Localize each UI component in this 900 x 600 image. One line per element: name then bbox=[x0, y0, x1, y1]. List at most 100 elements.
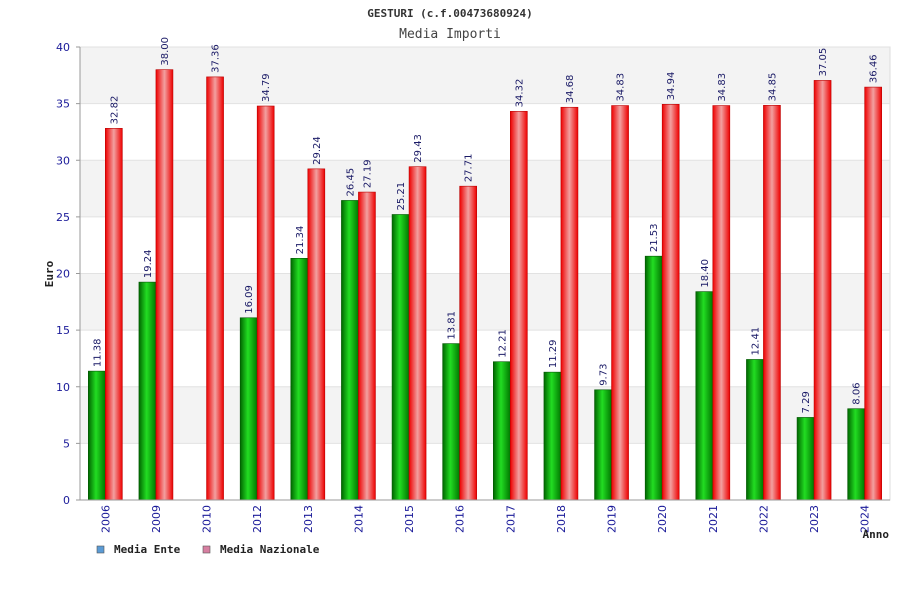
bar-media-nazionale bbox=[408, 166, 427, 501]
bar-media-ente bbox=[290, 258, 309, 501]
bar-media-nazionale bbox=[763, 105, 781, 501]
data-labels: 11.38 32.82 19.24 38.00 37.36 16.09 34.79 21.34… bbox=[92, 37, 879, 413]
x-tick-label: 2019 bbox=[606, 505, 619, 533]
bar-media-ente bbox=[341, 200, 359, 501]
y-tick-label: 20 bbox=[56, 268, 70, 281]
bar-media-nazionale bbox=[105, 128, 123, 501]
data-label: 34.85 bbox=[767, 73, 778, 102]
bar-media-nazionale bbox=[510, 111, 528, 501]
bar-media-nazionale bbox=[459, 185, 477, 501]
x-tick-label: 2009 bbox=[150, 505, 163, 533]
data-label: 34.32 bbox=[514, 79, 525, 108]
x-axis-label: Anno bbox=[863, 528, 890, 541]
legend-label: Media Nazionale bbox=[220, 543, 320, 556]
data-label: 34.83 bbox=[717, 73, 728, 102]
legend-swatch bbox=[202, 545, 211, 554]
data-label: 12.41 bbox=[750, 327, 761, 356]
y-axis-label: Euro bbox=[43, 260, 56, 287]
x-tick-label: 2018 bbox=[555, 505, 568, 533]
data-label: 34.68 bbox=[565, 75, 576, 104]
bar-media-ente bbox=[239, 317, 258, 501]
data-label: 19.24 bbox=[143, 249, 154, 278]
y-tick-label: 15 bbox=[56, 324, 70, 337]
bar-media-nazionale bbox=[813, 80, 832, 501]
x-tick-label: 2010 bbox=[201, 505, 214, 533]
data-label: 27.19 bbox=[362, 159, 373, 188]
bar-media-ente bbox=[493, 361, 511, 501]
x-tick-label: 2022 bbox=[757, 505, 770, 533]
bar-media-ente bbox=[391, 214, 410, 501]
y-tick-label: 40 bbox=[56, 41, 70, 54]
chart-subtitle: Media Importi bbox=[399, 27, 501, 42]
legend-swatch bbox=[96, 545, 105, 554]
x-tick-label: 2012 bbox=[251, 505, 264, 533]
data-label: 11.38 bbox=[92, 338, 103, 367]
x-tick-label: 2015 bbox=[403, 505, 416, 533]
data-label: 36.46 bbox=[869, 54, 880, 83]
bar-media-nazionale bbox=[358, 191, 376, 501]
data-label: 29.24 bbox=[312, 136, 323, 165]
data-label: 29.43 bbox=[413, 134, 424, 163]
x-tick-label: 2014 bbox=[352, 505, 365, 533]
legend: Media Ente Media Nazionale bbox=[96, 543, 320, 556]
bar-media-nazionale bbox=[661, 104, 680, 501]
y-tick-label: 10 bbox=[56, 381, 70, 394]
bar-media-ente bbox=[543, 371, 562, 501]
bar-media-ente bbox=[695, 291, 714, 501]
bar-media-nazionale bbox=[256, 105, 275, 501]
data-label: 37.05 bbox=[818, 48, 829, 77]
bar-media-nazionale bbox=[206, 76, 224, 501]
data-label: 26.45 bbox=[345, 168, 356, 197]
data-label: 21.53 bbox=[649, 224, 660, 253]
bar-media-nazionale bbox=[864, 86, 882, 501]
bar-media-ente bbox=[138, 281, 157, 501]
bar-media-nazionale bbox=[560, 106, 579, 501]
data-label: 38.00 bbox=[160, 37, 171, 66]
bar-media-nazionale bbox=[155, 69, 174, 501]
y-axis-ticks: 0 5 10 15 20 25 30 35 40 bbox=[56, 41, 80, 507]
data-label: 34.83 bbox=[616, 73, 627, 102]
data-label: 25.21 bbox=[396, 182, 407, 211]
data-label: 18.40 bbox=[700, 259, 711, 288]
y-tick-label: 25 bbox=[56, 211, 70, 224]
data-label: 21.34 bbox=[295, 226, 306, 255]
bar-media-ente bbox=[847, 408, 865, 501]
bar-media-ente bbox=[88, 370, 106, 501]
x-tick-label: 2016 bbox=[454, 505, 467, 533]
x-tick-label: 2021 bbox=[707, 505, 720, 533]
bar-media-ente bbox=[594, 389, 612, 501]
data-label: 34.79 bbox=[261, 73, 272, 102]
data-label: 27.71 bbox=[464, 154, 475, 183]
x-tick-label: 2023 bbox=[808, 505, 821, 533]
y-tick-label: 30 bbox=[56, 154, 70, 167]
bar-media-nazionale bbox=[307, 168, 326, 501]
bar-media-ente bbox=[442, 343, 460, 501]
bar-media-ente bbox=[746, 359, 764, 501]
data-label: 11.29 bbox=[548, 340, 559, 369]
x-tick-label: 2024 bbox=[859, 505, 872, 533]
y-tick-label: 35 bbox=[56, 98, 70, 111]
data-label: 34.94 bbox=[666, 72, 677, 101]
y-tick-label: 5 bbox=[63, 437, 70, 450]
x-tick-label: 2020 bbox=[656, 505, 669, 533]
bars bbox=[88, 69, 882, 501]
bar-media-nazionale bbox=[712, 105, 731, 501]
data-label: 16.09 bbox=[244, 285, 255, 314]
legend-label: Media Ente bbox=[114, 543, 181, 556]
data-label: 7.29 bbox=[801, 391, 812, 413]
data-label: 9.73 bbox=[599, 364, 610, 386]
data-label: 32.82 bbox=[109, 96, 120, 125]
bar-media-ente bbox=[644, 255, 663, 501]
x-tick-label: 2017 bbox=[504, 505, 517, 533]
x-axis-ticks: 2006 2009 2010 2012 2013 2014 2015 2016 2017 2018… bbox=[99, 505, 871, 533]
x-tick-label: 2013 bbox=[302, 505, 315, 533]
chart-title: GESTURI (c.f.00473680924) bbox=[367, 7, 533, 20]
x-tick-label: 2006 bbox=[99, 505, 112, 533]
data-label: 37.36 bbox=[211, 44, 222, 73]
data-label: 12.21 bbox=[497, 329, 508, 358]
bar-media-nazionale bbox=[611, 105, 629, 501]
bar-media-ente bbox=[796, 417, 815, 501]
data-label: 13.81 bbox=[447, 311, 458, 340]
y-tick-label: 0 bbox=[63, 494, 70, 507]
